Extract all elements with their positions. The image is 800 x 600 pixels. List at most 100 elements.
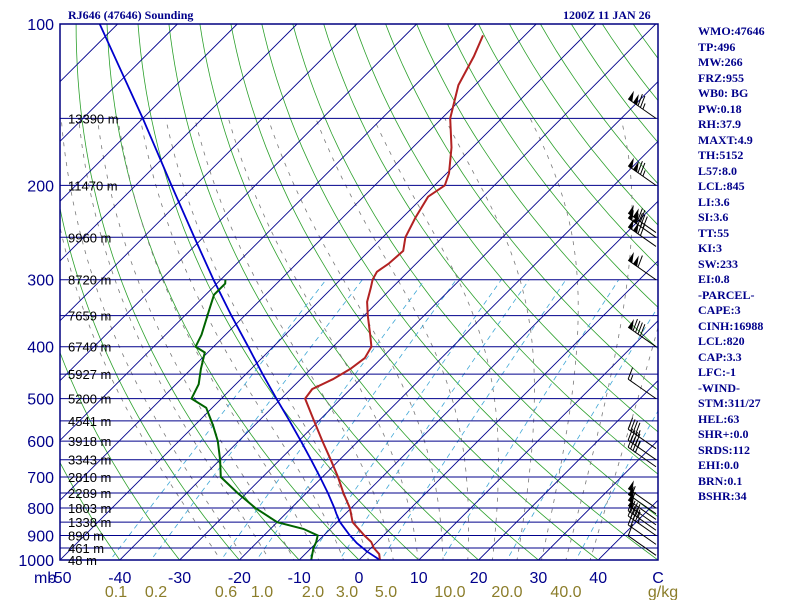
dry-adiabat-line xyxy=(60,559,61,560)
chart-profiles xyxy=(98,24,484,560)
index-row: LCL:845 xyxy=(698,179,745,193)
pressure-tick-label: 600 xyxy=(27,434,54,451)
mixing-ratio-label: 3.0 xyxy=(336,584,358,600)
index-row: TT:55 xyxy=(698,225,730,240)
dry-adiabat-line xyxy=(478,24,658,267)
mixing-ratio-line xyxy=(307,279,502,560)
index-row: -PARCEL- xyxy=(698,287,755,302)
index-row: -WIND- xyxy=(698,380,740,395)
wind-barb xyxy=(627,480,657,509)
isotherm-line xyxy=(537,439,658,560)
temperature-tick-label: -20 xyxy=(228,570,251,587)
index-row: RH:37.9 xyxy=(698,117,741,131)
mixing-ratio-label: 20.0 xyxy=(491,584,522,600)
sounding-time: 1200Z 11 JAN 26 xyxy=(563,8,651,22)
index-row: EHI:0.0 xyxy=(698,458,740,472)
pressure-tick-label: 900 xyxy=(27,528,54,545)
dry-adiabat-line xyxy=(447,24,658,308)
height-label: 13390 m xyxy=(68,111,119,126)
dry-adiabat-line xyxy=(60,461,121,560)
isotherm-line xyxy=(238,140,658,560)
temperature-tick-label: C xyxy=(652,570,664,587)
mixing-ratio-line xyxy=(338,279,530,560)
index-row: HEL:63 xyxy=(698,411,740,426)
dry-adiabat-line xyxy=(323,24,658,475)
moist-adiabat-line xyxy=(565,118,633,560)
mixing-ratio-line xyxy=(220,279,426,560)
dry-adiabat-line xyxy=(570,24,658,144)
index-row: MW:266 xyxy=(698,55,743,69)
index-row: LFC:-1 xyxy=(698,365,736,379)
isotherm-line xyxy=(298,200,658,560)
wind-barbs xyxy=(627,90,657,556)
isotherm-line xyxy=(60,24,178,143)
index-row: CAP:3.3 xyxy=(698,349,742,364)
isotherm-line xyxy=(178,80,658,560)
mixing-ratio-line xyxy=(150,279,363,560)
pressure-tick-label: 200 xyxy=(27,178,54,195)
index-row: LCL:820 xyxy=(698,334,745,348)
index-row: MAXT:4.9 xyxy=(698,132,753,147)
height-label: 9960 m xyxy=(68,230,111,245)
index-row: STM:311/27 xyxy=(698,396,761,410)
mixing-ratio-line xyxy=(256,279,457,560)
index-row: KI:3 xyxy=(698,241,722,255)
mixing-ratio-line xyxy=(506,306,658,560)
dry-adiabat-line xyxy=(168,24,480,560)
temperature-line xyxy=(303,35,484,560)
temperature-tick-label: 30 xyxy=(530,570,548,587)
height-label: 5927 m xyxy=(68,367,111,382)
height-label: 1338 m xyxy=(68,515,111,530)
isotherm-line xyxy=(60,24,358,322)
height-label: 6740 m xyxy=(68,340,111,355)
isotherm-line xyxy=(60,24,537,501)
isotherm-line xyxy=(60,24,298,262)
moist-adiabat-line xyxy=(97,118,295,560)
wind-barb xyxy=(627,157,657,186)
moist-adiabat-line xyxy=(194,118,394,560)
index-row: TP:496 xyxy=(698,39,736,54)
mixing-ratio-line xyxy=(441,279,620,560)
moist-adiabat-line xyxy=(228,118,419,560)
index-row: EI:0.8 xyxy=(698,272,730,286)
temperature-tick-label: -10 xyxy=(288,570,311,587)
height-label: 11470 m xyxy=(68,178,118,193)
mixing-ratio-label: 5.0 xyxy=(375,584,397,600)
pressure-tick-label: 800 xyxy=(27,501,54,518)
index-row: SW:233 xyxy=(698,256,739,271)
moist-adiabat-line xyxy=(315,118,469,560)
temperature-tick-label: -40 xyxy=(108,570,131,587)
isotherm-line xyxy=(60,24,417,382)
moist-adiabat-line xyxy=(589,326,658,560)
height-label: 48 m xyxy=(68,553,97,568)
isotherm-line xyxy=(418,320,658,560)
dry-adiabat-line xyxy=(60,206,240,560)
pressure-tick-label: 700 xyxy=(27,470,54,487)
wind-barb xyxy=(627,417,657,450)
dry-adiabat-line xyxy=(292,24,658,518)
pressure-tick-label: 100 xyxy=(27,17,54,34)
mixing-ratio-line xyxy=(575,410,658,560)
index-row: WMO:47646 xyxy=(698,24,765,38)
chart-grid xyxy=(60,24,658,560)
indices-panel: WMO:47646 TP:496 MW:266 FRZ:955 WB0: BG PW:0.… xyxy=(698,24,798,505)
index-row: SHR+:0.0 xyxy=(698,427,749,441)
height-label: 2289 m xyxy=(68,486,111,501)
mixing-ratio-label: 0.6 xyxy=(215,584,237,600)
height-label: 3918 m xyxy=(68,434,111,449)
parcel-path-line xyxy=(98,24,381,560)
index-row: SRDS:112 xyxy=(698,442,751,457)
temperature-tick-label: 20 xyxy=(470,570,488,587)
dry-adiabat-line xyxy=(199,24,540,560)
height-label: 7659 m xyxy=(68,309,111,324)
wind-barb xyxy=(627,524,657,556)
index-row: PW:0.18 xyxy=(698,101,742,116)
height-label: 890 m xyxy=(68,528,104,543)
pressure-tick-label: 400 xyxy=(27,340,54,357)
index-row: CAPE:3 xyxy=(698,303,741,317)
plot-frame xyxy=(59,23,659,561)
isotherm-line xyxy=(358,260,658,560)
dry-adiabat-line xyxy=(416,24,658,350)
wind-barb xyxy=(627,318,657,348)
